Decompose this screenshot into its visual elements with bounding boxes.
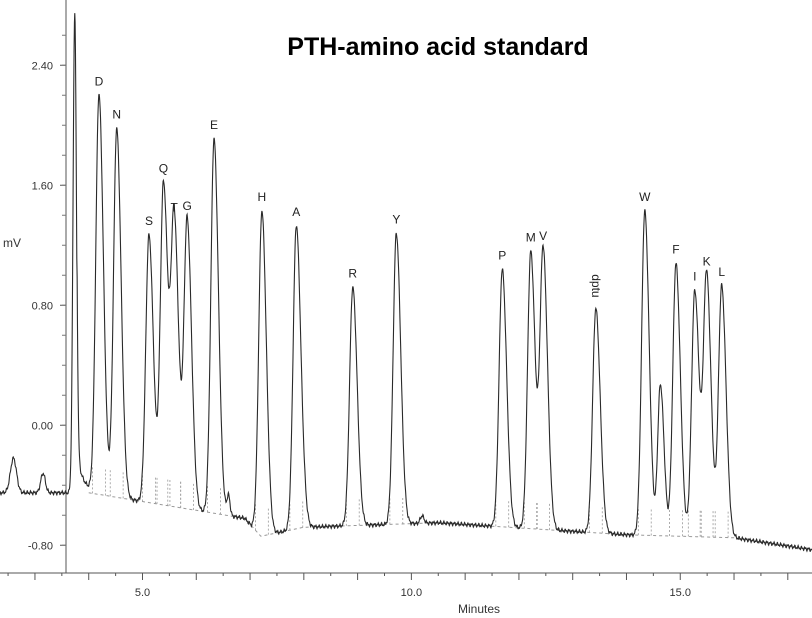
peak-label-N: N <box>112 107 121 121</box>
chart-title: PTH-amino acid standard <box>287 33 588 61</box>
peak-label-Y: Y <box>392 212 400 226</box>
peak-label-dptu: dptu <box>589 274 603 297</box>
peak-label-S: S <box>145 214 153 228</box>
y-axis-label: mV <box>3 236 21 250</box>
x-axis-ticks: 5.0 10.0 15.0 <box>7 573 789 599</box>
peak-label-P: P <box>498 248 506 262</box>
peak-label-A: A <box>292 205 300 219</box>
peak-label-W: W <box>639 190 651 204</box>
peak-label-F: F <box>672 242 679 256</box>
peak-label-K: K <box>703 254 711 268</box>
y-tick-label: 1.60 <box>32 180 53 192</box>
peak-label-G: G <box>182 199 191 213</box>
peak-label-D: D <box>95 74 104 88</box>
peak-label-H: H <box>258 190 267 204</box>
peak-label-E: E <box>210 118 218 132</box>
y-axis-ticks: 2.40 1.60 0.80 0.00 -0.80 <box>28 34 66 552</box>
peak-label-I: I <box>693 269 696 283</box>
x-axis-label: Minutes <box>458 602 500 616</box>
y-tick-label: 2.40 <box>32 60 53 72</box>
peak-label-Q: Q <box>159 161 168 175</box>
peak-label-M: M <box>526 230 536 244</box>
peak-label-R: R <box>348 266 357 280</box>
chromatogram-trace <box>0 13 812 553</box>
x-tick-label: 5.0 <box>135 587 150 599</box>
trace-line <box>0 13 812 553</box>
peak-label-V: V <box>539 229 547 243</box>
peak-label-T: T <box>171 200 179 214</box>
y-tick-label: 0.80 <box>32 300 53 312</box>
x-tick-label: 10.0 <box>401 587 422 599</box>
y-tick-label: 0.00 <box>32 420 53 432</box>
peak-label-L: L <box>718 265 725 279</box>
x-tick-label: 15.0 <box>670 587 691 599</box>
y-tick-label: -0.80 <box>28 540 53 552</box>
